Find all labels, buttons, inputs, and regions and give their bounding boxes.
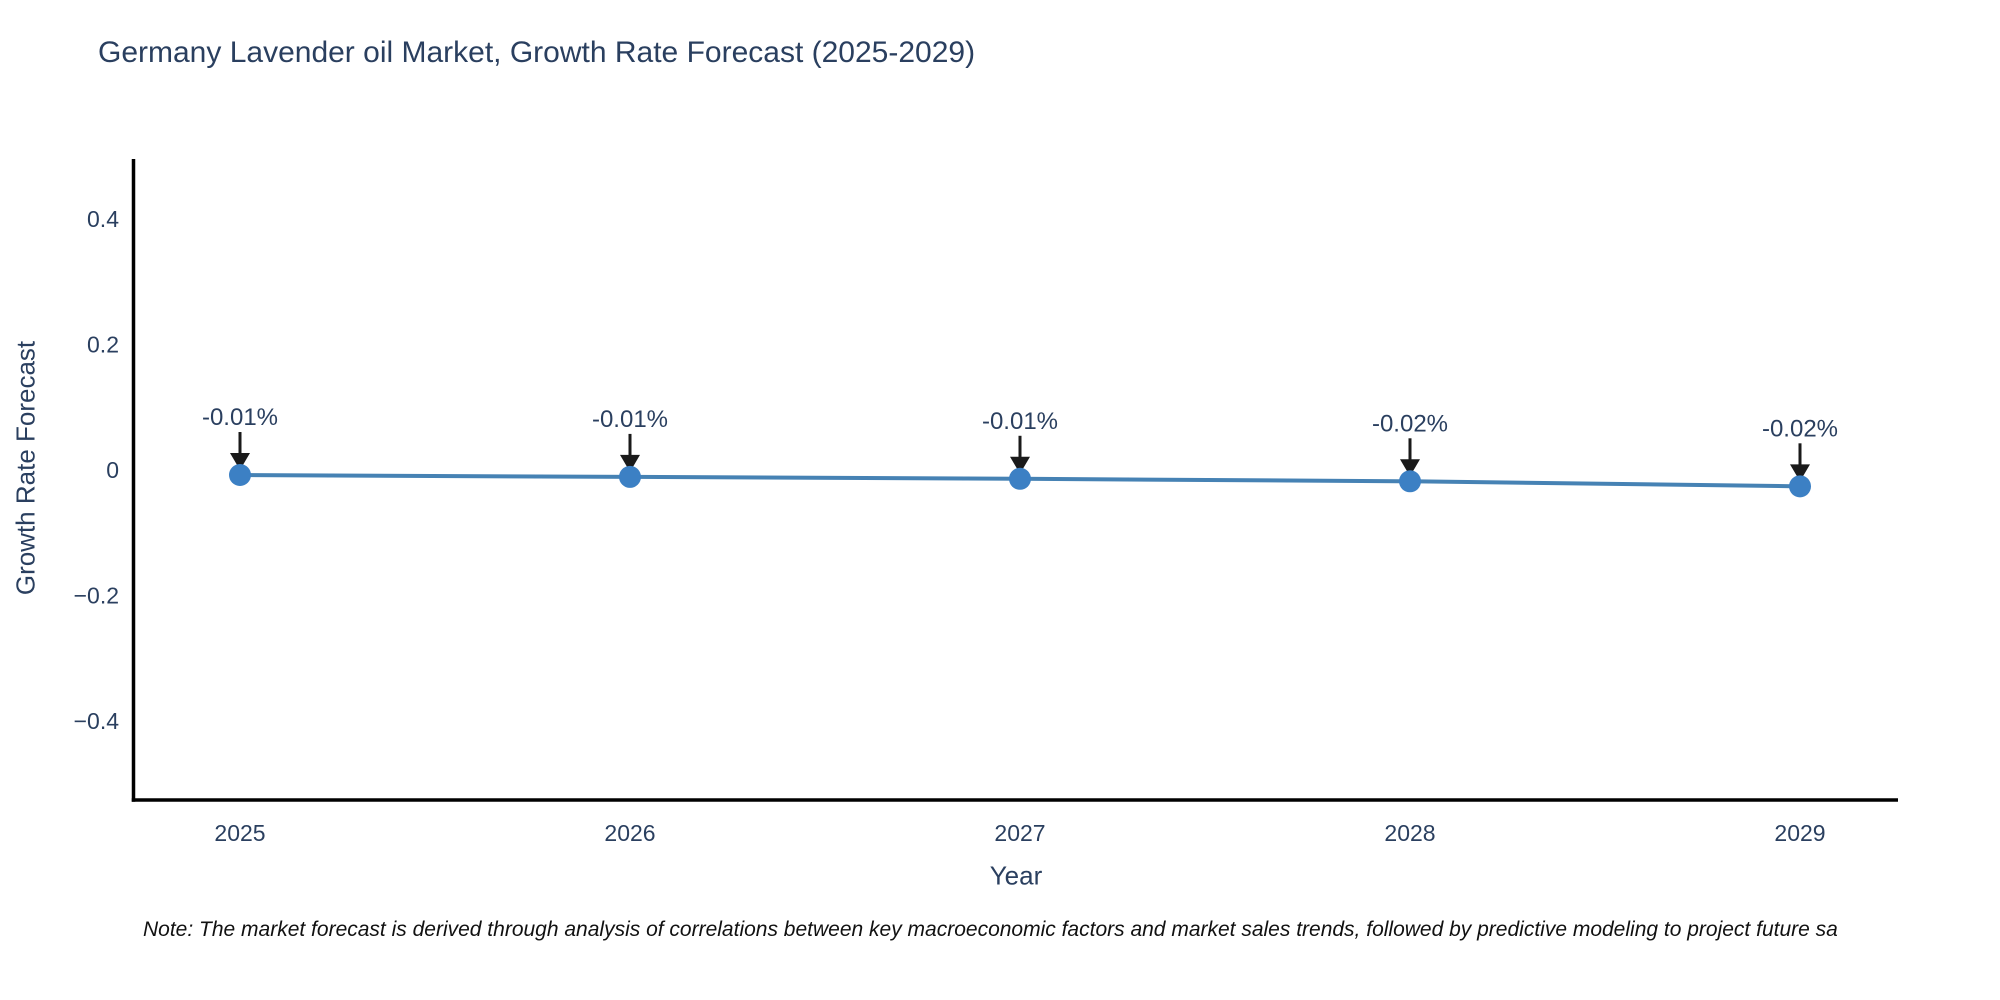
annotation-arrow-head xyxy=(620,454,640,472)
y-tick-label: −0.2 xyxy=(74,583,119,609)
x-tick-label: 2027 xyxy=(994,820,1045,846)
point-annotation: -0.02% xyxy=(1762,415,1838,442)
data-point[interactable] xyxy=(1009,467,1031,490)
x-tick-label: 2028 xyxy=(1384,820,1435,846)
y-tick-label: 0.4 xyxy=(87,206,119,232)
point-annotation: -0.01% xyxy=(202,404,278,431)
point-annotation: -0.01% xyxy=(592,406,668,433)
y-tick-label: 0 xyxy=(106,457,119,483)
data-point[interactable] xyxy=(1399,470,1421,493)
chart-title: Germany Lavender oil Market, Growth Rate… xyxy=(98,36,976,69)
data-point[interactable] xyxy=(1789,475,1811,498)
footnote-text: Note: The market forecast is derived thr… xyxy=(143,918,1838,941)
annotation-arrow-head xyxy=(1790,464,1810,482)
annotation-arrow-head xyxy=(1010,456,1030,474)
data-point[interactable] xyxy=(229,464,251,487)
data-point[interactable] xyxy=(619,465,641,488)
x-tick-label: 2029 xyxy=(1774,820,1825,846)
x-tick-label: 2025 xyxy=(214,820,265,846)
point-annotation: -0.01% xyxy=(982,408,1058,435)
y-tick-label: 0.2 xyxy=(87,332,119,358)
y-tick-label: −0.4 xyxy=(74,708,120,734)
annotation-arrow-head xyxy=(1400,459,1420,477)
point-annotation: -0.02% xyxy=(1372,410,1448,437)
x-tick-label: 2026 xyxy=(604,820,655,846)
x-axis-title: Year xyxy=(989,860,1043,891)
annotation-arrow-head xyxy=(230,453,250,471)
